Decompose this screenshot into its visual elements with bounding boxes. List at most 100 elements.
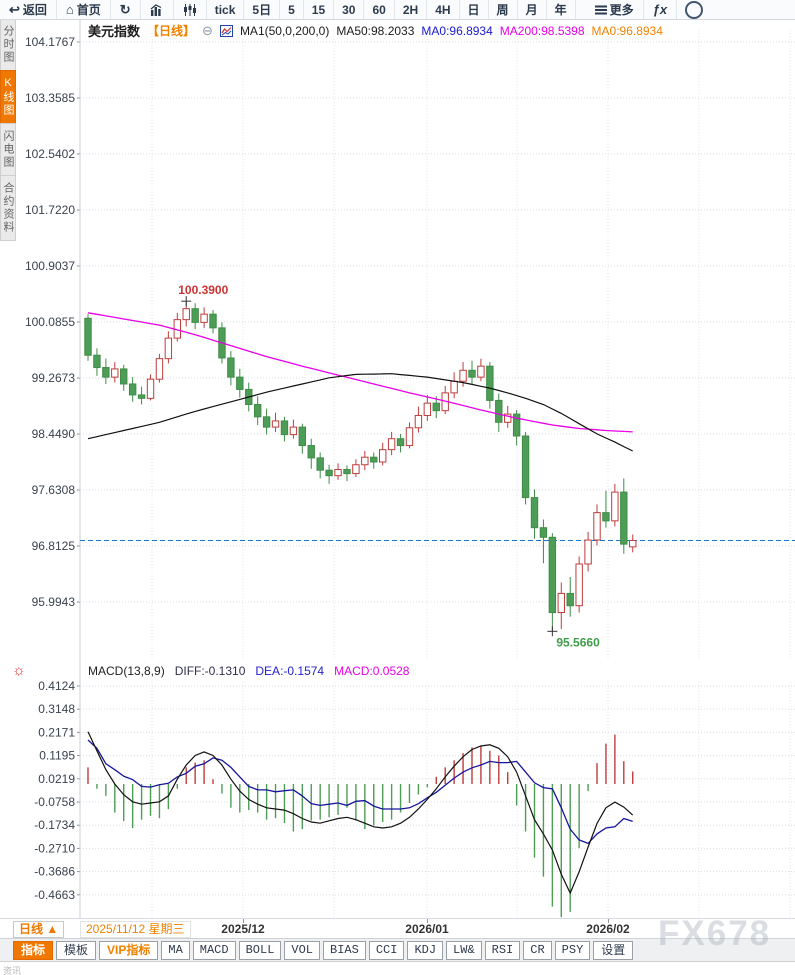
candle [521,435,530,499]
candle [557,592,565,614]
tab-vip-indicators[interactable]: VIP指标 [99,940,159,960]
candle [450,380,458,394]
formula-button[interactable]: ƒx [644,0,678,19]
tab-kdj[interactable]: KDJ [407,940,444,960]
rail-tab-kline-chart[interactable]: K线图 [0,70,16,124]
candlestick-chart-button[interactable] [174,0,207,19]
period-week-button[interactable]: 周 [489,0,518,19]
collapse-icon[interactable]: ⊖ [202,22,213,38]
period-tick-button[interactable]: tick [207,0,245,19]
svg-text:0.3148: 0.3148 [38,702,75,716]
svg-text:-0.4663: -0.4663 [34,888,75,902]
svg-text:95.5660: 95.5660 [556,635,600,649]
period-day-button[interactable]: 日 [460,0,489,19]
ma-settings-label: MA1(50,0,200,0) [239,23,330,38]
more-button[interactable]: 更多 [586,0,644,19]
candle [495,399,503,423]
refresh-button[interactable]: ↻ [111,0,141,19]
back-label: 返回 [22,3,47,17]
fx-icon: ƒx [652,2,668,17]
home-label: 首页 [76,3,101,17]
svg-text:98.4490: 98.4490 [32,427,76,441]
period-30min-button[interactable]: 30 [334,0,365,19]
rail-tab-contract-info[interactable]: 合约资料 [0,175,16,241]
rail-tab-time-chart[interactable]: 分时图 [0,18,16,71]
candle [316,457,324,471]
period-15min-button[interactable]: 15 [304,0,335,19]
indicator-tabbar: 指标 模板 VIP指标 MA MACD BOLL VOL BIAS CCI KD… [0,938,795,961]
tab-macd[interactable]: MACD [192,940,236,960]
x-axis-row: 日线 ▲ 2025/11/12 星期三 2025/12 2026/01 2026… [0,918,795,939]
home-button[interactable]: ⌂ 首页 [57,0,111,19]
tab-boll[interactable]: BOLL [238,940,282,960]
vertical-gridlines [151,30,791,918]
macd-pane-marker-icon[interactable]: ☼ [12,662,26,679]
candle [227,357,235,378]
tab-cr[interactable]: CR [523,940,552,960]
tab-ma[interactable]: MA [161,940,190,960]
bar-chart-icon [150,3,164,16]
candle [93,354,101,369]
tab-templates[interactable]: 模板 [56,940,97,960]
candle [387,438,396,451]
back-button[interactable]: ↩ 返回 [0,0,57,19]
tab-indicators[interactable]: 指标 [13,940,54,960]
candle [325,469,333,477]
mini-line-chart-icon[interactable] [219,24,233,37]
candle [566,592,574,607]
tab-settings[interactable]: 设置 [593,940,634,960]
tab-cci[interactable]: CCI [368,940,405,960]
svg-text:0.2171: 0.2171 [38,725,75,739]
rail-tab-lightning-chart[interactable]: 闪电图 [0,123,16,176]
tab-vol[interactable]: VOL [284,940,321,960]
macd-legend: MACD(13,8,9) DIFF:-0.1310 DEA:-0.1574 MA… [88,664,409,678]
svg-text:0.0219: 0.0219 [38,772,75,786]
svg-text:100.3900: 100.3900 [178,283,228,297]
axis-tick [427,919,428,923]
tab-bias[interactable]: BIAS [323,940,366,960]
period-year-button[interactable]: 年 [547,0,576,19]
candle [530,497,539,529]
candlestick-icon [183,3,197,16]
ma50-line [87,373,633,452]
tab-psy[interactable]: PSY [554,940,591,960]
candle [200,313,208,323]
candle [137,394,146,399]
candle [209,313,217,329]
candle [468,369,476,378]
candle [307,445,315,459]
period-2h-button[interactable]: 2H [395,0,428,19]
macd-macd-value: MACD:0.0528 [334,664,410,678]
period-5day-button[interactable]: 5日 [244,0,281,19]
candle [182,308,190,321]
axis-tick [243,919,244,923]
period-5min-button[interactable]: 5 [280,0,304,19]
candle [620,491,628,545]
candle [602,512,610,522]
bar-chart-button[interactable] [141,0,174,19]
tab-lw[interactable]: LW& [446,940,482,960]
svg-text:104.1767: 104.1767 [25,35,75,49]
candle [164,337,173,360]
timeframe-dropdown-button[interactable]: 日线 ▲ [13,921,65,938]
chart-legend: 美元指数 【日线】 ⊖ MA1(50,0,200,0) MA50:98.2033… [88,21,663,40]
candle [102,367,110,378]
top-toolbar: ↩ 返回 ⌂ 首页 ↻ tick 5日 5 15 30 60 2H 4H 日 周 [0,0,795,20]
period-4h-button[interactable]: 4H [427,0,460,19]
candle [298,426,307,447]
candle [584,539,592,565]
candle [146,378,155,399]
period-60min-button[interactable]: 60 [364,0,395,19]
candle [191,308,199,323]
diff-line [87,731,634,895]
candle [236,376,244,390]
dea-line [87,739,633,845]
macd-series [87,731,634,918]
candlestick-series [84,301,637,632]
axis-month-label: 2026/02 [586,922,630,936]
period-month-button[interactable]: 月 [518,0,547,19]
tab-rsi[interactable]: RSI [484,940,521,960]
clock-icon[interactable] [685,0,704,19]
